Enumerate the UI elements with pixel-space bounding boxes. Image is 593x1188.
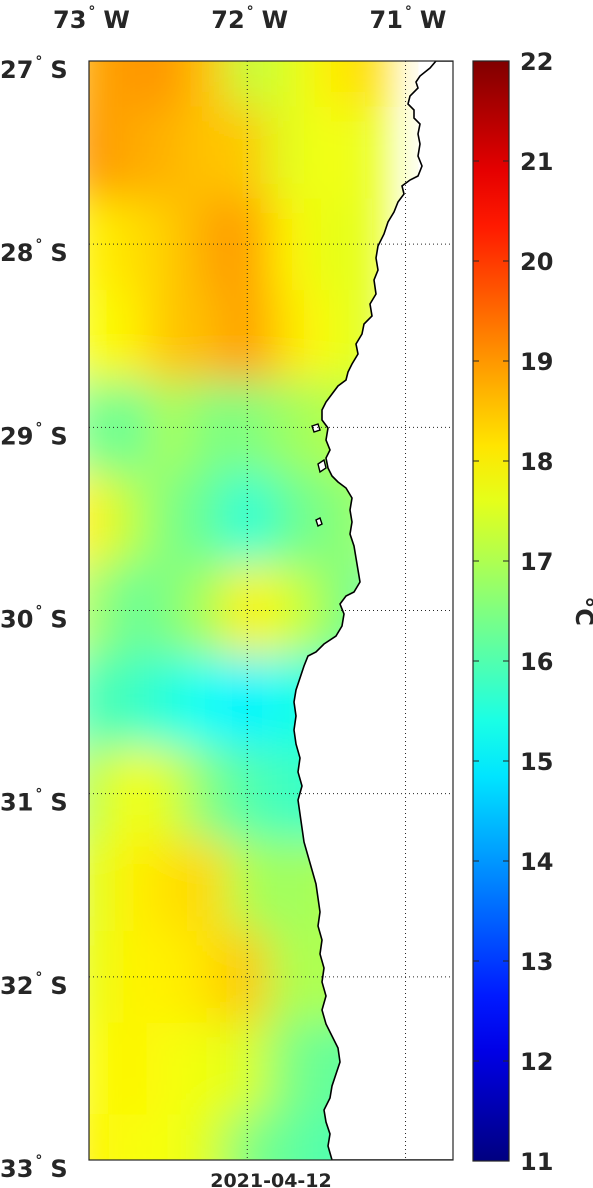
field-cell xyxy=(267,1114,308,1160)
field-cell xyxy=(148,1022,189,1116)
colorbar-unit-label: °C xyxy=(570,596,593,626)
field-cell xyxy=(89,473,110,566)
latitude-tick-label: 31 ° S xyxy=(0,787,68,817)
field-cell xyxy=(148,931,189,1024)
field-cell xyxy=(148,381,189,475)
field-cell xyxy=(108,839,150,933)
field-cell xyxy=(148,61,189,108)
field-cell xyxy=(89,198,110,291)
colorbar-tick-label: 20 xyxy=(520,248,553,276)
island-shape xyxy=(315,517,323,527)
field-cell xyxy=(89,289,110,383)
field-cell xyxy=(187,61,229,108)
field-cell xyxy=(108,656,150,749)
field-cell xyxy=(148,1114,189,1160)
field-cell xyxy=(89,564,110,658)
field-cell xyxy=(267,61,308,108)
field-cell xyxy=(267,473,308,566)
field-cell xyxy=(227,1022,269,1116)
field-cell xyxy=(148,747,189,841)
field-cell xyxy=(306,289,348,383)
field-cell xyxy=(108,473,150,566)
colorbar-scale xyxy=(472,60,510,1162)
colorbar-tick-label: 16 xyxy=(520,648,553,676)
field-cell xyxy=(187,931,229,1024)
field-cell xyxy=(187,839,229,933)
field-cell xyxy=(148,564,189,658)
colorbar-tick-label: 14 xyxy=(520,848,553,876)
field-cell xyxy=(148,473,189,566)
latitude-tick-labels: 27 ° S 28 ° S 29 ° S 30 ° S 31 ° S 32 ° S 33 ° S xyxy=(0,54,68,1183)
field-cell xyxy=(227,656,269,749)
field-cell xyxy=(346,106,387,200)
colorbar-tick-label: 22 xyxy=(520,48,553,76)
field-cell xyxy=(89,106,110,200)
plot-frame xyxy=(88,60,454,1161)
longitude-tick-label: 71 ° W xyxy=(370,4,447,34)
longitude-tick-label: 73 ° W xyxy=(53,4,130,34)
field-cell xyxy=(306,106,348,200)
field-cell xyxy=(187,473,229,566)
field-cell xyxy=(89,931,110,1024)
colorbar-tick-label: 17 xyxy=(520,548,553,576)
field-cell xyxy=(227,61,269,108)
latitude-tick-label: 27 ° S xyxy=(0,54,68,84)
field-cell xyxy=(148,289,189,383)
map-plot-area xyxy=(88,60,454,1161)
longitude-tick-labels: 73 ° W 72 ° W 71 ° W xyxy=(53,4,446,34)
field-cell xyxy=(267,289,308,383)
field-cell xyxy=(148,656,189,749)
field-cell xyxy=(346,61,387,108)
field-cell xyxy=(227,473,269,566)
field-cell xyxy=(267,1022,308,1116)
colorbar-tick-label: 13 xyxy=(520,948,553,976)
field-cell xyxy=(108,61,150,108)
field-cell xyxy=(89,1114,110,1160)
field-cell xyxy=(108,1022,150,1116)
colorbar-tick-labels: 11 12 13 14 15 16 17 18 19 20 21 22 xyxy=(473,48,553,1176)
colorbar-tick-label: 15 xyxy=(520,748,553,776)
field-cell xyxy=(89,747,110,841)
field-cell xyxy=(108,1114,150,1160)
latitude-tick-label: 28 ° S xyxy=(0,237,68,267)
field-cell xyxy=(306,61,348,108)
island-shape xyxy=(317,458,327,474)
field-cell xyxy=(148,198,189,291)
field-cell xyxy=(148,839,189,933)
colorbar-tick-label: 19 xyxy=(520,348,553,376)
date-label: 2021-04-12 xyxy=(210,1170,332,1188)
field-cell xyxy=(267,839,308,933)
colorbar-tick-label: 21 xyxy=(520,148,553,176)
field-cell xyxy=(187,106,229,200)
field-cell xyxy=(148,106,189,200)
field-cell xyxy=(89,656,110,749)
longitude-tick-label: 72 ° W xyxy=(211,4,288,34)
field-cell xyxy=(267,106,308,200)
field-cell xyxy=(306,473,348,566)
field-cell xyxy=(108,289,150,383)
field-cell xyxy=(89,381,110,475)
colorbar-tick-label: 12 xyxy=(520,1048,553,1076)
colorbar-tick-label: 11 xyxy=(520,1148,553,1176)
field-cell xyxy=(108,106,150,200)
latitude-tick-label: 30 ° S xyxy=(0,604,68,634)
field-cell xyxy=(89,61,110,108)
island-shape xyxy=(311,423,321,433)
latitude-tick-label: 32 ° S xyxy=(0,970,68,1000)
field-cell xyxy=(89,1022,110,1116)
field-cell xyxy=(227,289,269,383)
field-cell xyxy=(187,656,229,749)
field-cell xyxy=(187,289,229,383)
field-cell xyxy=(89,839,110,933)
colorbar: 11 12 13 14 15 16 17 18 19 20 21 22 °C xyxy=(472,48,593,1176)
field-cell xyxy=(187,1114,229,1160)
field-cell xyxy=(187,1022,229,1116)
field-cell xyxy=(267,931,308,1024)
latitude-tick-label: 33 ° S xyxy=(0,1153,68,1183)
latitude-tick-label: 29 ° S xyxy=(0,420,68,450)
field-cell xyxy=(108,931,150,1024)
colorbar-tick-label: 18 xyxy=(520,448,553,476)
